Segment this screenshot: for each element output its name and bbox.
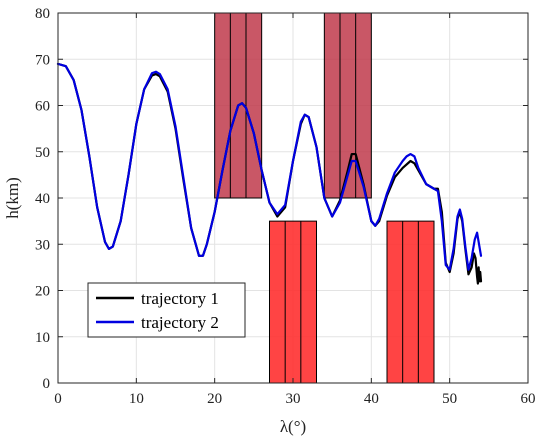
x-tick-label: 40: [364, 391, 379, 407]
x-tick-label: 10: [129, 391, 144, 407]
axis-ticks: 0 10 20 30 40 50 60 0 10 20 30 40 50 60 70 80: [35, 6, 536, 407]
y-tick-label: 0: [43, 376, 51, 392]
region-rect-3: [269, 220, 317, 384]
y-tick-label: 60: [35, 99, 50, 115]
y-tick-label: 20: [35, 284, 50, 300]
y-tick-label: 30: [35, 237, 50, 253]
x-tick-label: 50: [442, 391, 457, 407]
series-line-2: [56, 62, 483, 271]
y-tick-label: 80: [35, 6, 50, 22]
y-tick-label: 10: [35, 330, 50, 346]
legend: trajectory 1 trajectory 2: [87, 282, 246, 338]
x-tick-label: 0: [54, 391, 62, 407]
region-rect-4: [386, 220, 435, 384]
series-lines: [56, 62, 483, 285]
x-tick-label: 60: [521, 391, 536, 407]
legend-box: [87, 282, 246, 338]
y-tick-label: 50: [35, 145, 50, 161]
legend-label-1: trajectory 1: [141, 289, 219, 308]
x-tick-label: 30: [286, 391, 301, 407]
x-tick-label: 20: [207, 391, 222, 407]
y-axis-label: h(km): [3, 177, 22, 219]
legend-label-2: trajectory 2: [141, 313, 219, 332]
y-tick-label: 70: [35, 52, 50, 68]
x-axis-label: λ(°): [280, 417, 306, 436]
y-tick-label: 40: [35, 191, 50, 207]
